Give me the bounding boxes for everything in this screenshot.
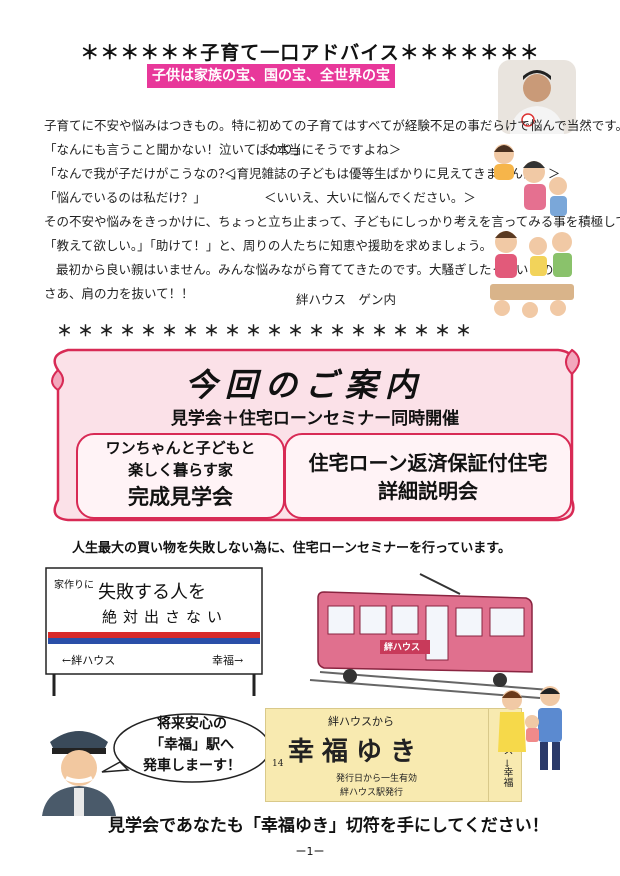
- closing-message: 見学会であなたも「幸福ゆき」切符を手にしてください！: [108, 816, 549, 836]
- ticket-stub-to: →幸福: [501, 759, 512, 788]
- advice-line-7: 最初から良い親はいません。みんな悩みながら育ててきたのです。大騒ぎしたっていいの…: [56, 262, 579, 277]
- sign-left-station: ←絆ハウス: [62, 654, 116, 667]
- loan-seminar-box: 住宅ローン返済保証付住宅 詳細説明会: [284, 433, 572, 519]
- train-ticket: 絆ハウスから 幸福ゆき 発行日から一生有効 絆ハウス駅発行 14: [265, 708, 489, 802]
- bubble-line-2: 「幸福」駅へ: [150, 737, 234, 753]
- happy-family-illustration: [498, 686, 562, 770]
- seminar-note: 人生最大の買い物を失敗しない為に、住宅ローンセミナーを行っています。: [72, 541, 512, 556]
- banner-subtitle: 見学会＋住宅ローンセミナー同時開催: [170, 409, 460, 429]
- speech-bubble: [101, 713, 271, 783]
- open-house-title: 完成見学会: [128, 485, 233, 509]
- advice-reply-2: ＜育児雑誌の子どもは優等生ばかりに見えてきませんか？＞: [224, 166, 561, 181]
- advice-reply-1: ＜本当にそうですよね＞: [264, 142, 402, 157]
- portrait-photo: [498, 60, 576, 134]
- page-number: ー1ー: [295, 845, 325, 858]
- loan-seminar-line-1: 住宅ローン返済保証付住宅: [308, 451, 548, 475]
- ticket-from: 絆ハウスから: [328, 715, 394, 728]
- bubble-text: 将来安心の 「幸福」駅へ 発車しまーす！: [117, 714, 267, 777]
- advice-line-8: さあ、肩の力を抜いて！！: [44, 286, 194, 301]
- advice-quote-3: 「悩んでいるのは私だけ？」: [44, 190, 206, 205]
- advice-quote-1: 「なんにも言うこと聞かない！泣いてばかり」: [44, 142, 307, 157]
- bubble-line-3: 発車しまーす！: [143, 758, 241, 774]
- ticket-issuer: 絆ハウス駅発行: [340, 788, 404, 798]
- open-house-box: ワンちゃんと子どもと 楽しく暮らす家 完成見学会: [76, 433, 285, 519]
- sign-right-station: 幸福→: [212, 654, 244, 667]
- ticket-validity: 発行日から一生有効: [336, 774, 418, 784]
- banner-title: 今回のご案内: [184, 366, 425, 404]
- advice-quote-2: 「なんで我が子だけがこうなの？」: [44, 166, 244, 181]
- ticket-number: 14: [272, 759, 284, 769]
- family-illustration: [490, 144, 574, 318]
- advice-intro: 子育てに不安や悩みはつきもの。特に初めての子育てはすべてが経験不足の事だらけで悩…: [44, 118, 620, 133]
- sign-line-1: 失敗する人を: [98, 582, 206, 603]
- advice-line-6: 「教えて欲しい。」「助けて！」と、周りの人たちに知恵や援助を求めましょう。: [44, 238, 493, 253]
- open-house-line-2: 楽しく暮らす家: [128, 461, 233, 479]
- sign-small: 家作りに: [54, 580, 94, 591]
- loan-seminar-line-2: 詳細説明会: [378, 479, 478, 503]
- advice-block: 子育てに不安や悩みはつきもの。特に初めての子育てはすべてが経験不足の事だらけで悩…: [44, 115, 620, 315]
- separator-stars: ＊＊＊＊＊＊＊＊＊＊＊＊＊＊＊＊＊＊＊＊: [57, 322, 478, 340]
- open-house-line-1: ワンちゃんと子どもと: [105, 439, 256, 457]
- tram-illustration: [309, 573, 551, 699]
- advice-line-5: その不安や悩みをきっかけに、ちょっと立ち止まって、子どもにしっかり考えを言ってみ…: [44, 214, 620, 229]
- subtitle-badge: 子供は家族の宝、国の宝、全世界の宝: [147, 64, 395, 88]
- advice-signature: 絆ハウス ゲン内: [296, 292, 397, 307]
- advice-reply-3: ＜いいえ、大いに悩んでください。＞: [264, 190, 476, 205]
- conductor-illustration: [42, 731, 116, 816]
- page-title: ＊＊＊＊＊＊子育て一口アドバイス＊＊＊＊＊＊＊: [80, 42, 540, 64]
- bubble-line-1: 将来安心の: [157, 716, 227, 732]
- sign-line-2: 絶対出さない: [102, 608, 229, 626]
- tram-label: 絆ハウス: [384, 643, 421, 653]
- ticket-destination: 幸福ゆき: [288, 737, 425, 767]
- station-sign: 家作りに 失敗する人を 絶対出さない ←絆ハウス 幸福→: [42, 566, 266, 696]
